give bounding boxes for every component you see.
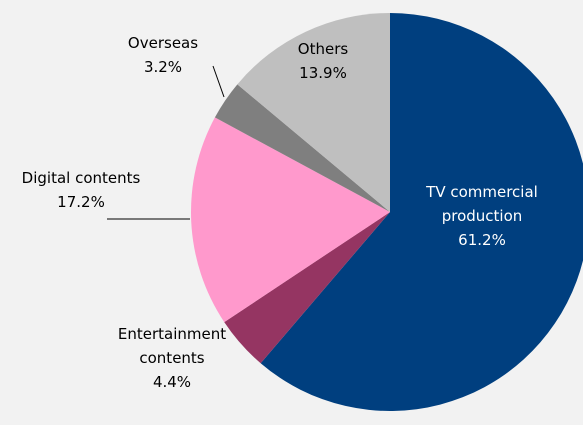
slice-category-label: Digital contents <box>22 169 141 187</box>
slice-category-label: contents <box>139 349 204 367</box>
slice-category-label: Entertainment <box>118 325 226 343</box>
slice-value-label: 61.2% <box>458 231 506 249</box>
slice-value-label: 3.2% <box>144 58 182 76</box>
pie-slice-entertainment-contents <box>224 212 390 364</box>
leader-line <box>212 65 225 98</box>
slice-value-label: 4.4% <box>153 373 191 391</box>
slice-label-others: Others 13.9% <box>298 40 349 82</box>
slice-category-label: Overseas <box>128 34 198 52</box>
pie-slice-tv-commercial-production <box>260 13 583 411</box>
slice-category-label: Others <box>298 40 349 58</box>
pie-slice-others <box>237 13 390 212</box>
pie-slices <box>190 13 583 411</box>
slice-label-digital-contents: Digital contents 17.2% <box>22 169 141 211</box>
pie-slice-digital-contents <box>190 117 390 323</box>
slice-category-label: production <box>442 207 523 225</box>
slice-label-entertainment-contents: Entertainment contents 4.4% <box>118 325 226 391</box>
pie-labels: TV commercial production 61.2% Entertainmen… <box>22 34 538 391</box>
slice-label-tv-commercial-production: TV commercial production 61.2% <box>425 183 538 249</box>
slice-category-label: TV commercial <box>425 183 538 201</box>
slice-value-label: 13.9% <box>299 64 347 82</box>
slice-label-overseas: Overseas 3.2% <box>128 34 198 76</box>
slice-value-label: 17.2% <box>57 193 105 211</box>
pie-slice-overseas <box>214 84 390 212</box>
